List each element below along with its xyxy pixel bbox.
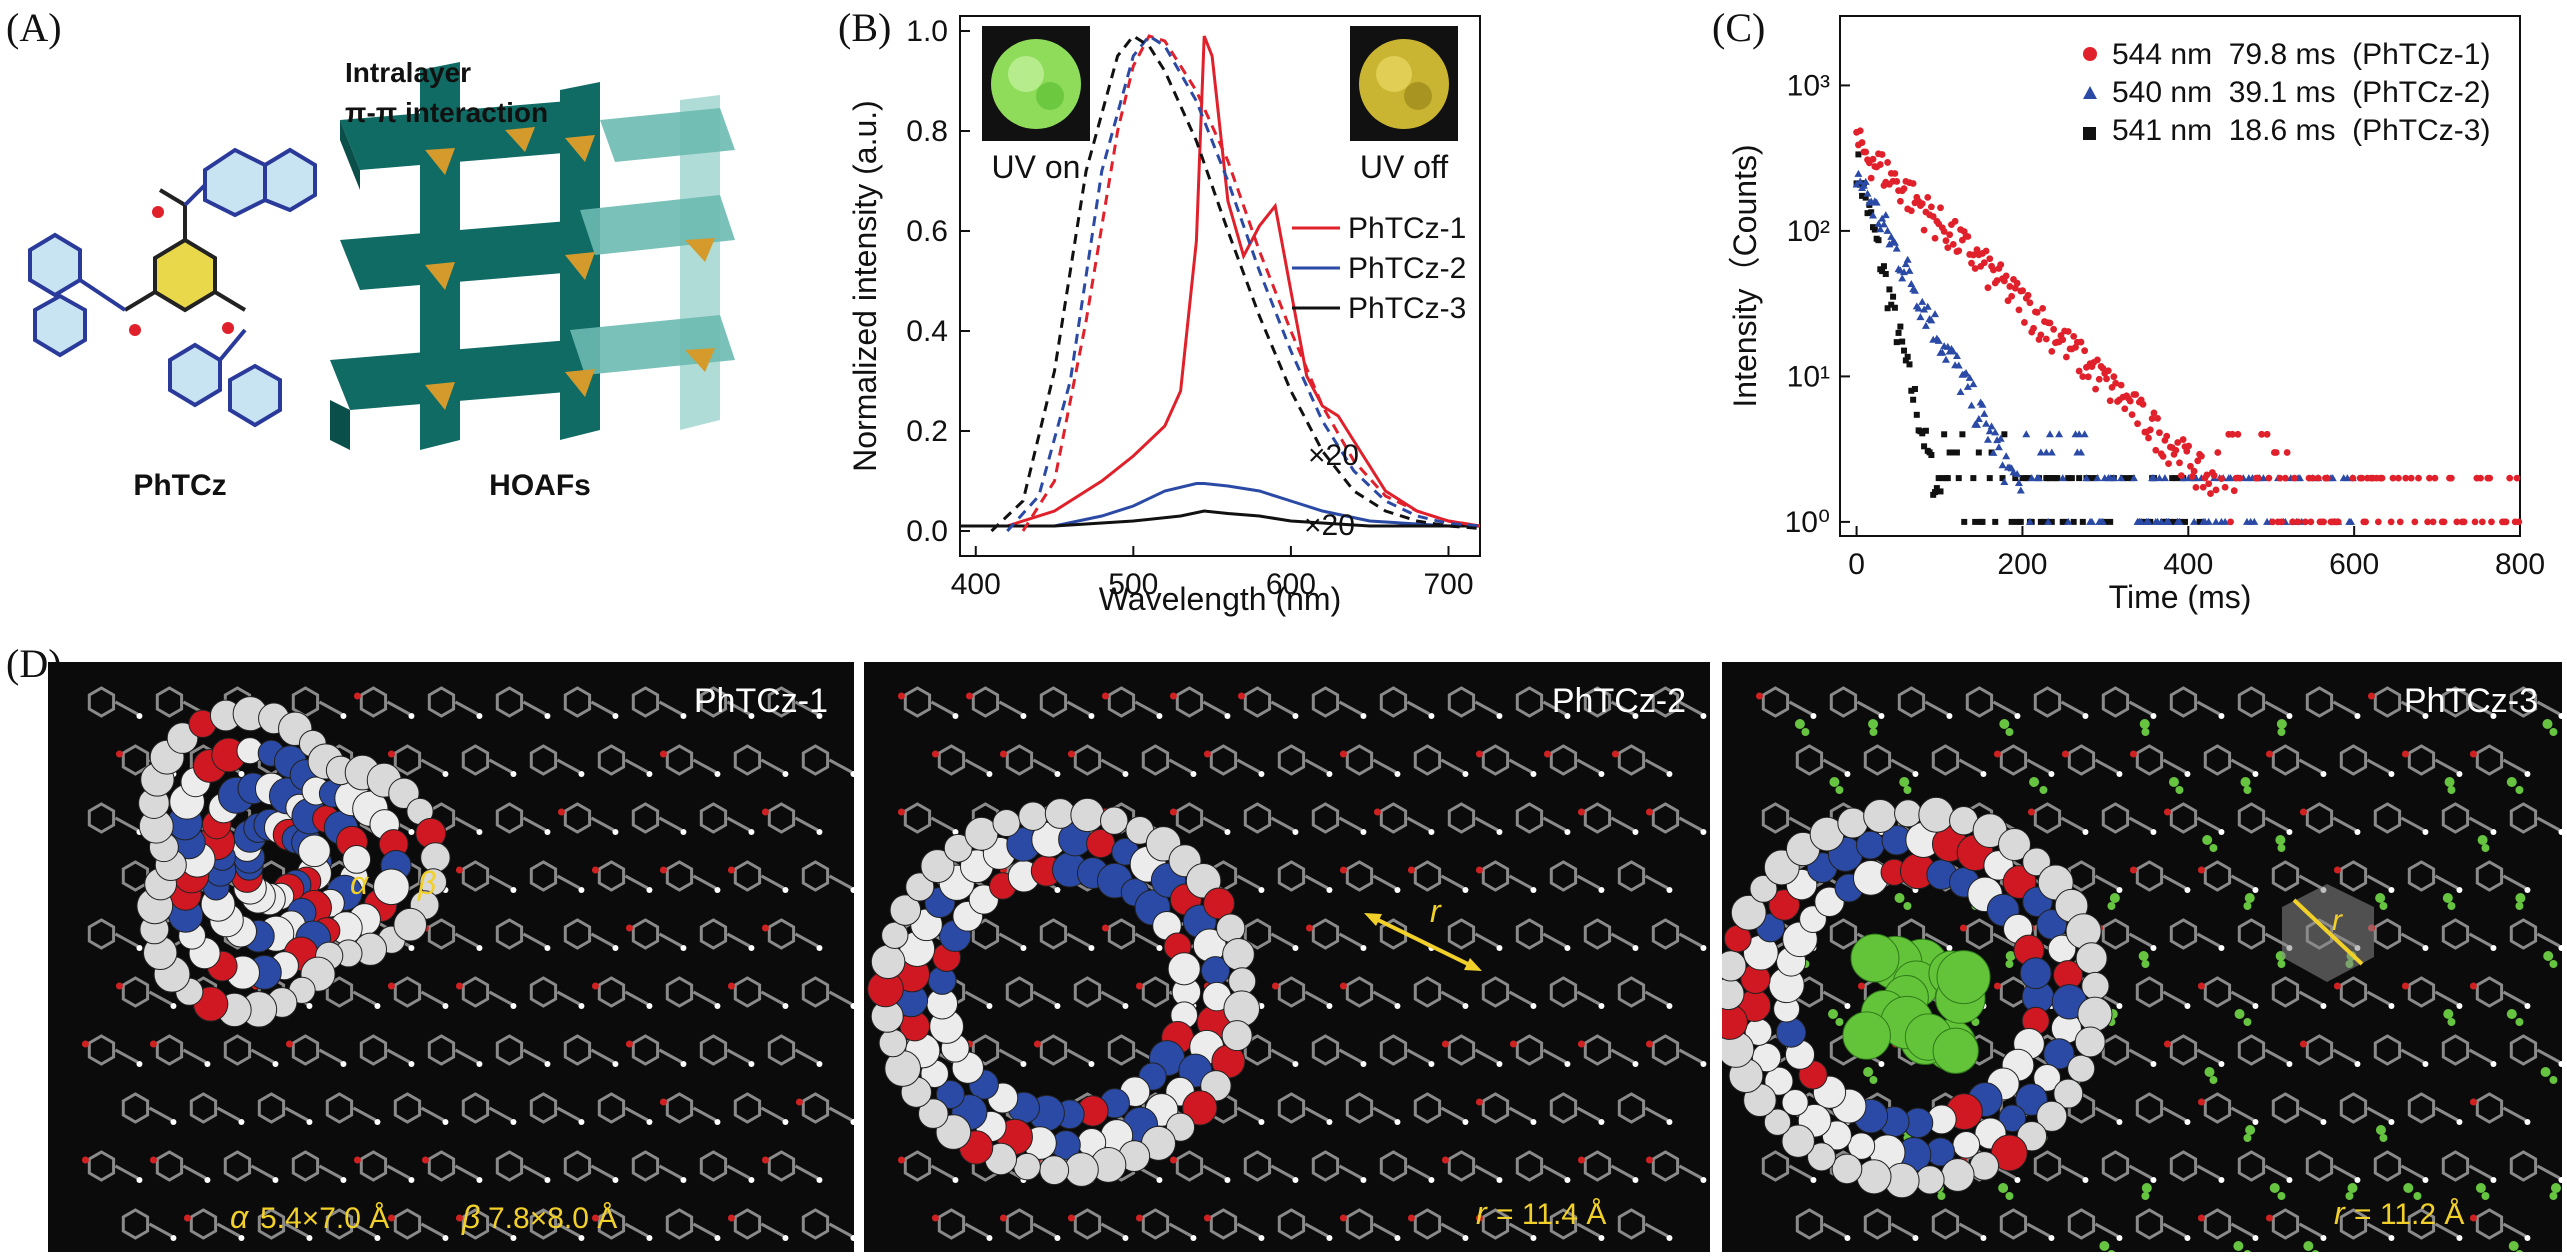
chart-c-xlabel: Time (ms) <box>2109 579 2252 615</box>
structure-view-phtcz3: r PhTCz-3 r = 11.2 Å <box>1722 682 2562 1252</box>
structure-view-phtcz2: r PhTCz-2 r = 11.4 Å <box>867 682 1707 1241</box>
chart-b-xlabel: Wavelength (nm) <box>1099 581 1341 617</box>
pore-width-arrow <box>1371 915 1475 969</box>
pore-size-alpha-symbol: α <box>230 1199 249 1235</box>
x-tick-label: 200 <box>1997 548 2047 581</box>
y-tick-label: 0.0 <box>906 515 948 548</box>
y-tick-label: 10¹ <box>1787 360 1830 393</box>
pore-width-arrowhead-a <box>1364 913 1382 926</box>
chart-b-frame <box>959 15 1481 557</box>
x-tick-label: 400 <box>2163 548 2213 581</box>
pore-label-alpha: α <box>350 865 369 901</box>
framework-label: HOAFs <box>489 469 591 502</box>
inset-uv-on-label: UV on <box>992 149 1081 185</box>
y-tick-label: 0.8 <box>906 115 948 148</box>
chart-b-legend: PhTCz-1 PhTCz-2 PhTCz-3 <box>1292 212 1466 325</box>
pore-width-arrow <box>2292 898 2364 966</box>
annotation-x20-lower: ×20 <box>1304 509 1355 542</box>
pore-size-r: = 11.2 Å <box>2354 1198 2464 1231</box>
space-filling-ring <box>867 797 1261 1187</box>
legend-c-phtcz3: 541 nm 18.6 ms (PhTCz-3) <box>2112 114 2490 147</box>
legend-c-phtcz1: 544 nm 79.8 ms (PhTCz-1) <box>2112 38 2490 71</box>
space-filling-ring <box>1722 796 2113 1199</box>
chart-c-ylabel: Intensity（Counts) <box>1727 144 1763 407</box>
phtcz-molecule <box>28 147 317 428</box>
interaction-label-line2: π-π interaction <box>345 97 548 128</box>
structure-panel-phtcz3: r PhTCz-3 r = 11.2 Å <box>1722 662 2562 1252</box>
panel-a: PhTCz Intralayer π-π interaction HOAFs <box>28 57 735 502</box>
chart-b-ylabel: Normalized intensity (a.u.) <box>847 100 883 472</box>
y-tick-label: 10² <box>1787 215 1830 248</box>
structure-title-phtcz3: PhTCz-3 <box>2404 682 2538 720</box>
inset-uv-on <box>982 26 1090 141</box>
series-line-0 <box>960 35 1481 528</box>
y-tick-label: 10⁰ <box>1785 506 1830 539</box>
inset-uv-off <box>1350 26 1458 141</box>
x-tick-label: 500 <box>1108 568 1158 601</box>
structure-panel-phtcz1: PhTCz-1 α β α 5.4×7.0 Å β 7.8×8.0 Å <box>48 662 854 1252</box>
x-tick-label: 700 <box>1423 568 1473 601</box>
y-tick-label: 0.2 <box>906 415 948 448</box>
pore-width-arrowhead-b <box>1464 958 1482 971</box>
panel-label-c: (C) <box>1712 5 1766 50</box>
inset-uv-off-label: UV off <box>1360 149 1448 185</box>
structure-title-phtcz2: PhTCz-2 <box>1552 682 1686 720</box>
legend-b-phtcz1: PhTCz-1 <box>1348 212 1466 245</box>
molecule-label: PhTCz <box>133 469 226 502</box>
chart-c: 0 200 400 600 800 10⁰ 10¹ 10² 10³ 544 nm 79.8 ms… <box>1727 15 2545 615</box>
y-tick-label: 10³ <box>1787 69 1830 102</box>
interaction-label-line1: Intralayer <box>345 57 471 88</box>
chart-c-frame <box>1839 15 2521 537</box>
structure-title-phtcz1: PhTCz-1 <box>694 682 828 720</box>
x-tick-label: 400 <box>951 568 1001 601</box>
pore-label-r: r <box>2332 904 2343 937</box>
y-tick-label: 0.4 <box>906 315 948 348</box>
annotation-x20-upper: ×20 <box>1308 439 1359 472</box>
chart-c-legend: 544 nm 79.8 ms (PhTCz-1) 540 nm 39.1 ms … <box>2083 38 2490 147</box>
legend-b-phtcz3: PhTCz-3 <box>1348 292 1466 325</box>
series-points-0 <box>1853 127 2523 526</box>
pore-size-beta-symbol: β <box>461 1199 480 1235</box>
pore-size-beta: 7.8×8.0 Å <box>488 1202 617 1235</box>
series-line-5 <box>990 34 1481 533</box>
structure-view-phtcz1: PhTCz-1 α β α 5.4×7.0 Å β 7.8×8.0 Å <box>81 682 854 1241</box>
y-tick-label: 1.0 <box>906 15 948 48</box>
pore-size-alpha: 5.4×7.0 Å <box>260 1202 389 1235</box>
pore-size-r: = 11.4 Å <box>1496 1198 1606 1231</box>
x-tick-label: 600 <box>1266 568 1316 601</box>
chart-b: 400 500 600 700 0.0 0.2 0.4 0.6 0.8 1.0 UV on UV … <box>847 15 1481 617</box>
hoaf-framework <box>330 62 735 450</box>
series-line-4 <box>1006 34 1481 533</box>
panel-label-a: (A) <box>6 5 62 50</box>
panel-label-b: (B) <box>838 5 892 50</box>
space-filling-cluster <box>136 696 451 1028</box>
series-points-1 <box>1852 169 2357 525</box>
series-line-2 <box>960 509 1480 528</box>
pore-label-r: r <box>1430 893 1442 929</box>
series-line-3 <box>1021 34 1481 532</box>
x-tick-label: 0 <box>1848 548 1865 581</box>
x-tick-label: 600 <box>2329 548 2379 581</box>
structure-panel-phtcz2: r PhTCz-2 r = 11.4 Å <box>864 662 1710 1252</box>
pore-size-r-symbol: r <box>1476 1195 1488 1231</box>
series-points-2 <box>1853 151 2203 525</box>
pore-size-r-symbol: r <box>2334 1195 2346 1231</box>
x-tick-label: 800 <box>2495 548 2545 581</box>
legend-c-phtcz2: 540 nm 39.1 ms (PhTCz-2) <box>2112 76 2490 109</box>
series-line-1 <box>960 482 1480 528</box>
pore-label-beta: β <box>417 865 436 901</box>
legend-b-phtcz2: PhTCz-2 <box>1348 252 1466 285</box>
y-tick-label: 0.6 <box>906 215 948 248</box>
